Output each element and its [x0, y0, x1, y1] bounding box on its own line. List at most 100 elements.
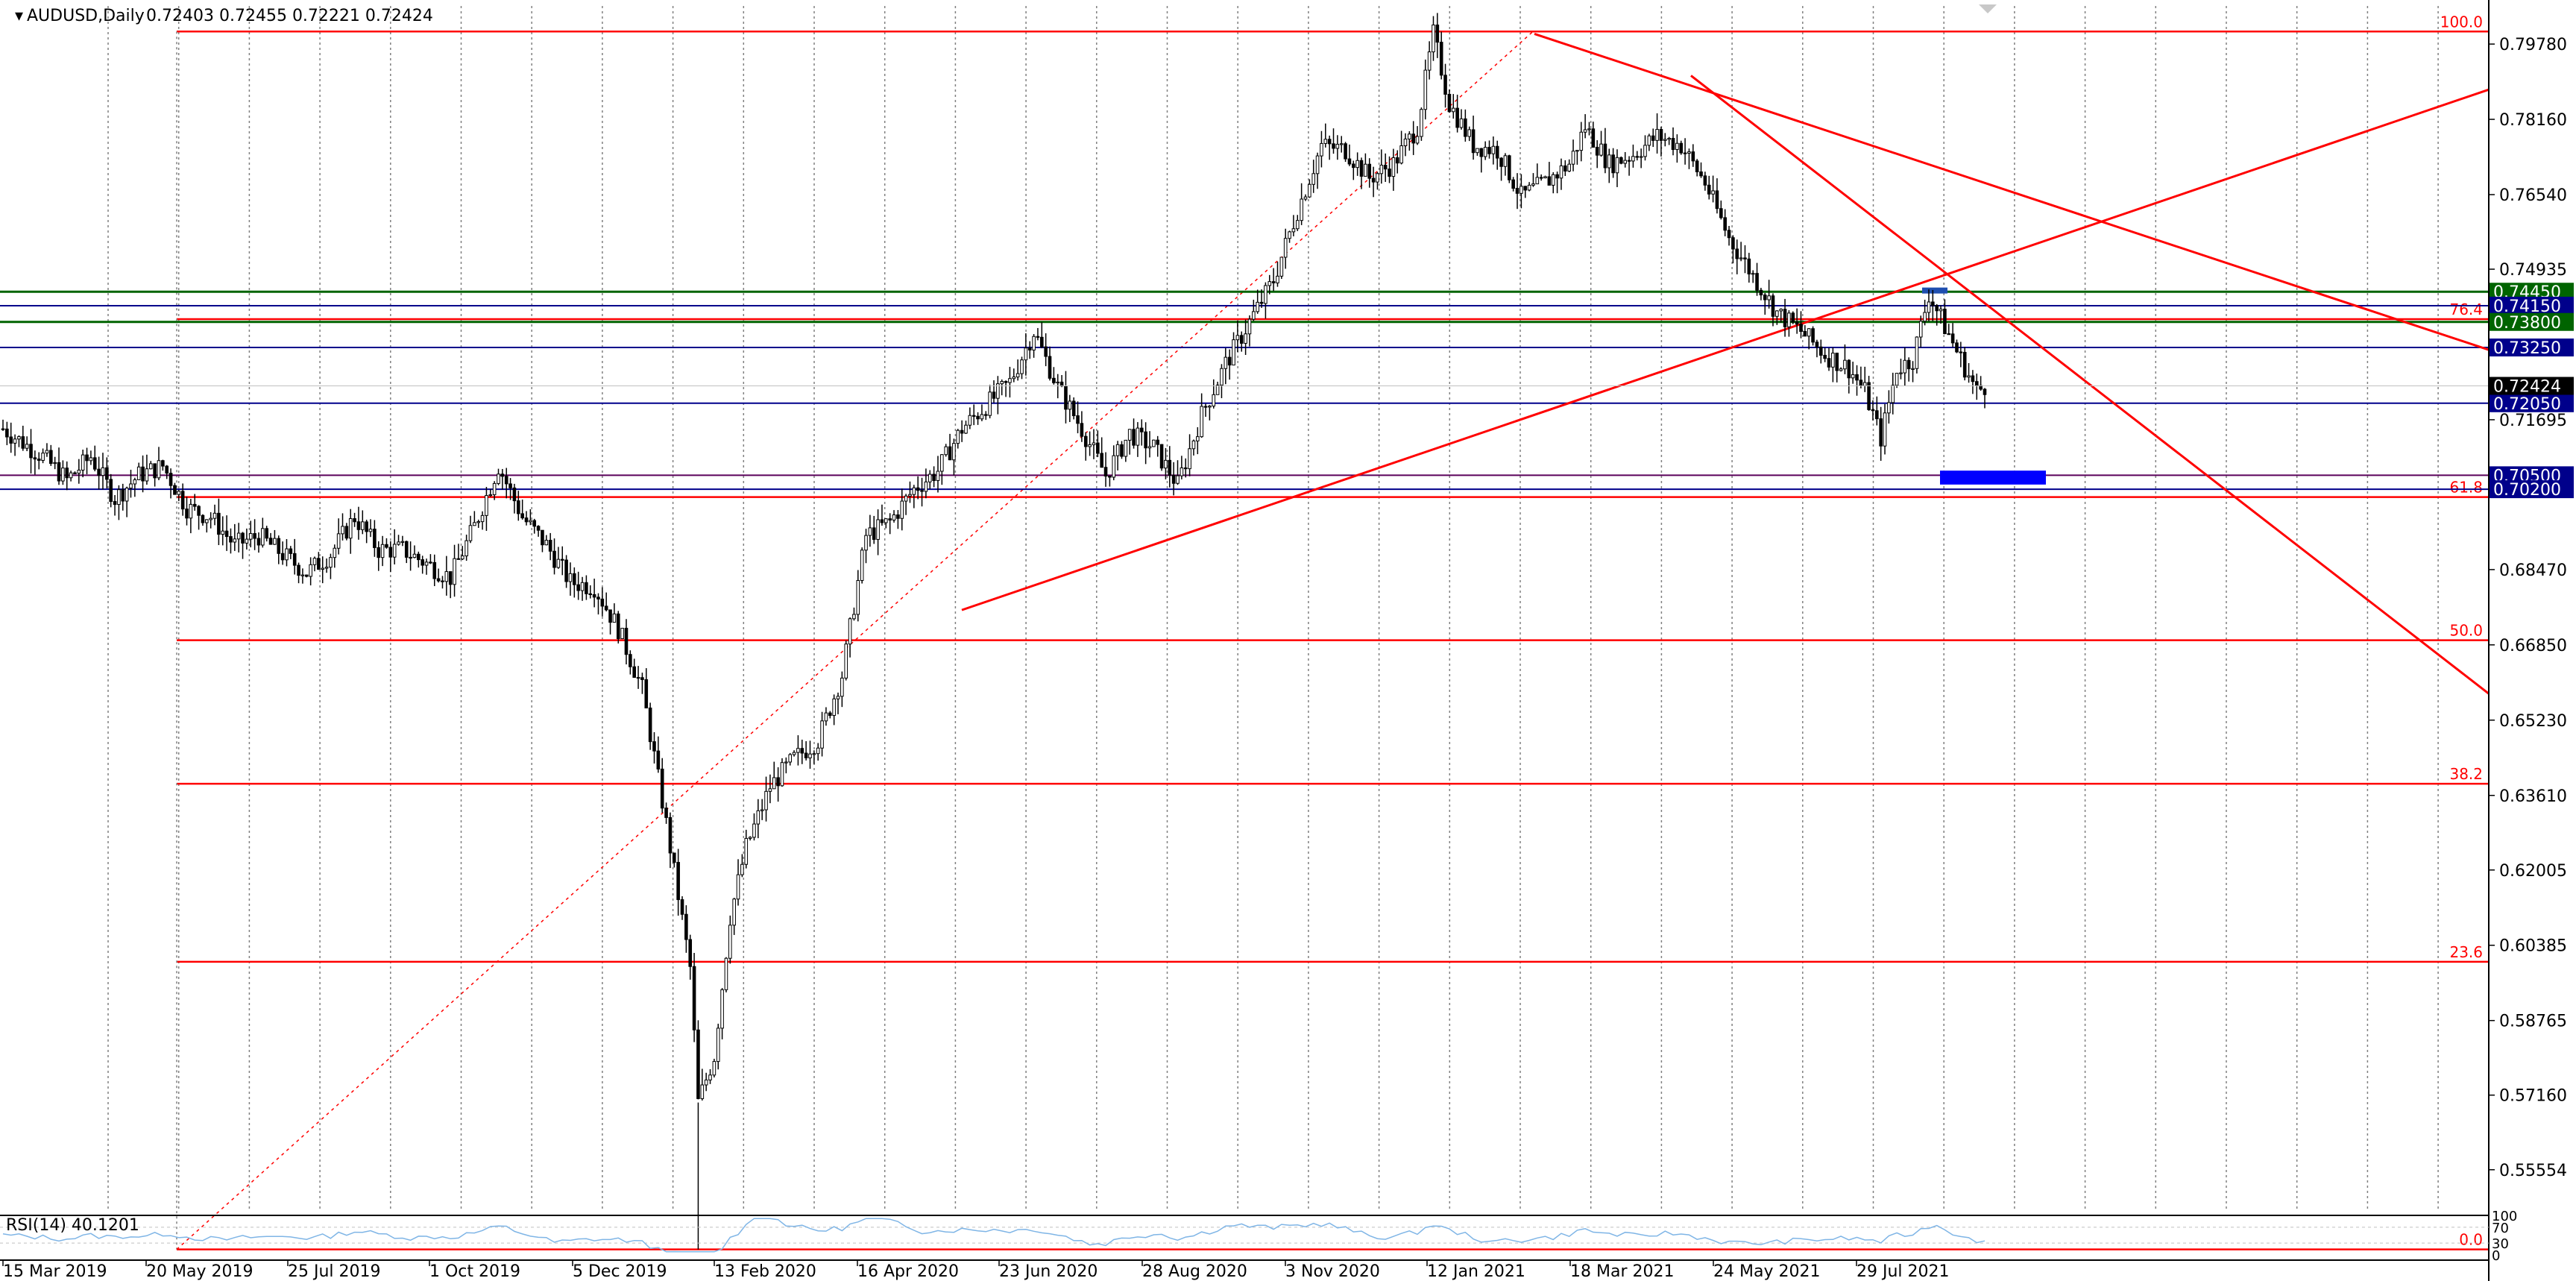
support-zone-box[interactable] [1940, 470, 2046, 485]
candle [1943, 299, 1947, 335]
candle [608, 609, 612, 635]
level-price-tag-bg [2489, 296, 2574, 315]
candle-body [1643, 145, 1647, 157]
candle [996, 376, 1000, 415]
candle-body [1983, 388, 1987, 395]
candle [1783, 298, 1787, 337]
candle [1232, 332, 1235, 366]
candle [1575, 150, 1579, 165]
candle-body [1591, 128, 1596, 148]
candlestick-series [1, 13, 1987, 1250]
candle-body [1767, 295, 1771, 300]
candle [884, 518, 888, 529]
horizontal-levels[interactable] [0, 287, 2489, 491]
x-tick-label: 18 Mar 2021 [1570, 1262, 1674, 1281]
candle-body [812, 753, 816, 755]
candle [1339, 136, 1344, 153]
candle-body [69, 472, 73, 479]
candle [412, 545, 417, 558]
candle-body [1040, 336, 1044, 347]
collapse-arrow-icon[interactable]: ▾ [15, 7, 23, 25]
grid-layer [107, 6, 2439, 1209]
candle [1487, 140, 1491, 159]
candle [13, 434, 17, 456]
candle [696, 1020, 700, 1100]
candle [1735, 239, 1739, 274]
candle-body [1344, 143, 1347, 160]
candle-body [1323, 139, 1328, 144]
candle-body [1048, 356, 1052, 379]
candle [548, 532, 552, 561]
candle [1467, 126, 1472, 142]
x-tick-label: 16 Apr 2020 [857, 1262, 959, 1281]
candle [960, 420, 964, 442]
candle [1300, 183, 1303, 225]
y-tick-label: 0.79780 [2499, 36, 2567, 54]
resistance-zone-box[interactable] [1922, 287, 1947, 294]
candle [436, 568, 441, 583]
x-tick-label: 23 Jun 2020 [999, 1262, 1098, 1281]
candle-body [948, 446, 952, 461]
candle-body [585, 582, 588, 594]
candle [1040, 321, 1044, 349]
candle-body [368, 529, 373, 532]
candle [1080, 411, 1084, 442]
candle [1815, 339, 1819, 358]
candle [508, 478, 512, 500]
candle [748, 836, 752, 841]
candle-body [764, 790, 768, 811]
candle [964, 421, 968, 434]
trend-line[interactable] [961, 88, 2490, 611]
candle [712, 1058, 717, 1078]
candle-body [256, 538, 261, 546]
candle [844, 640, 848, 681]
candle [1235, 321, 1240, 353]
candle [365, 520, 368, 544]
candle [429, 554, 432, 564]
trend-line[interactable] [1690, 75, 2490, 695]
candle-body [1215, 384, 1220, 395]
candle [133, 477, 137, 497]
candle [253, 519, 256, 550]
candle [1096, 430, 1100, 458]
candle [1743, 245, 1747, 274]
fibonacci-retracement[interactable]: 100.0 76.4 61.8 50.0 38.2 23.6 0.0 [176, 13, 2489, 1250]
candle [1607, 148, 1611, 183]
candle [1320, 130, 1323, 168]
candle [485, 487, 488, 531]
candle [185, 497, 189, 526]
candle-body [1332, 143, 1335, 149]
fib-level-label: 61.8 [2449, 479, 2483, 497]
candle [1288, 230, 1291, 243]
candle [620, 628, 624, 640]
candle-body [856, 580, 860, 615]
candle [497, 468, 500, 485]
trend-line[interactable] [1534, 32, 2490, 351]
chart-shift-marker-icon[interactable] [1979, 4, 1997, 13]
candle [101, 453, 105, 490]
candle-body [1647, 135, 1651, 146]
candle-body [724, 957, 728, 990]
candle [1520, 174, 1523, 209]
candle-body [1191, 440, 1196, 450]
candle [1587, 122, 1591, 136]
candle [896, 510, 900, 529]
candle [1559, 158, 1563, 190]
candle-body [816, 747, 820, 755]
candle-body [952, 443, 956, 461]
candle [441, 576, 444, 589]
candle-body [1651, 135, 1655, 141]
candle [656, 736, 661, 773]
candle [49, 444, 53, 466]
candle [1188, 434, 1191, 476]
candle [236, 523, 241, 553]
candle [1891, 372, 1895, 415]
trend-lines[interactable] [961, 32, 2490, 695]
candle [1168, 446, 1172, 488]
candle [385, 538, 388, 549]
candle [1479, 148, 1484, 173]
candle-body [844, 643, 848, 679]
